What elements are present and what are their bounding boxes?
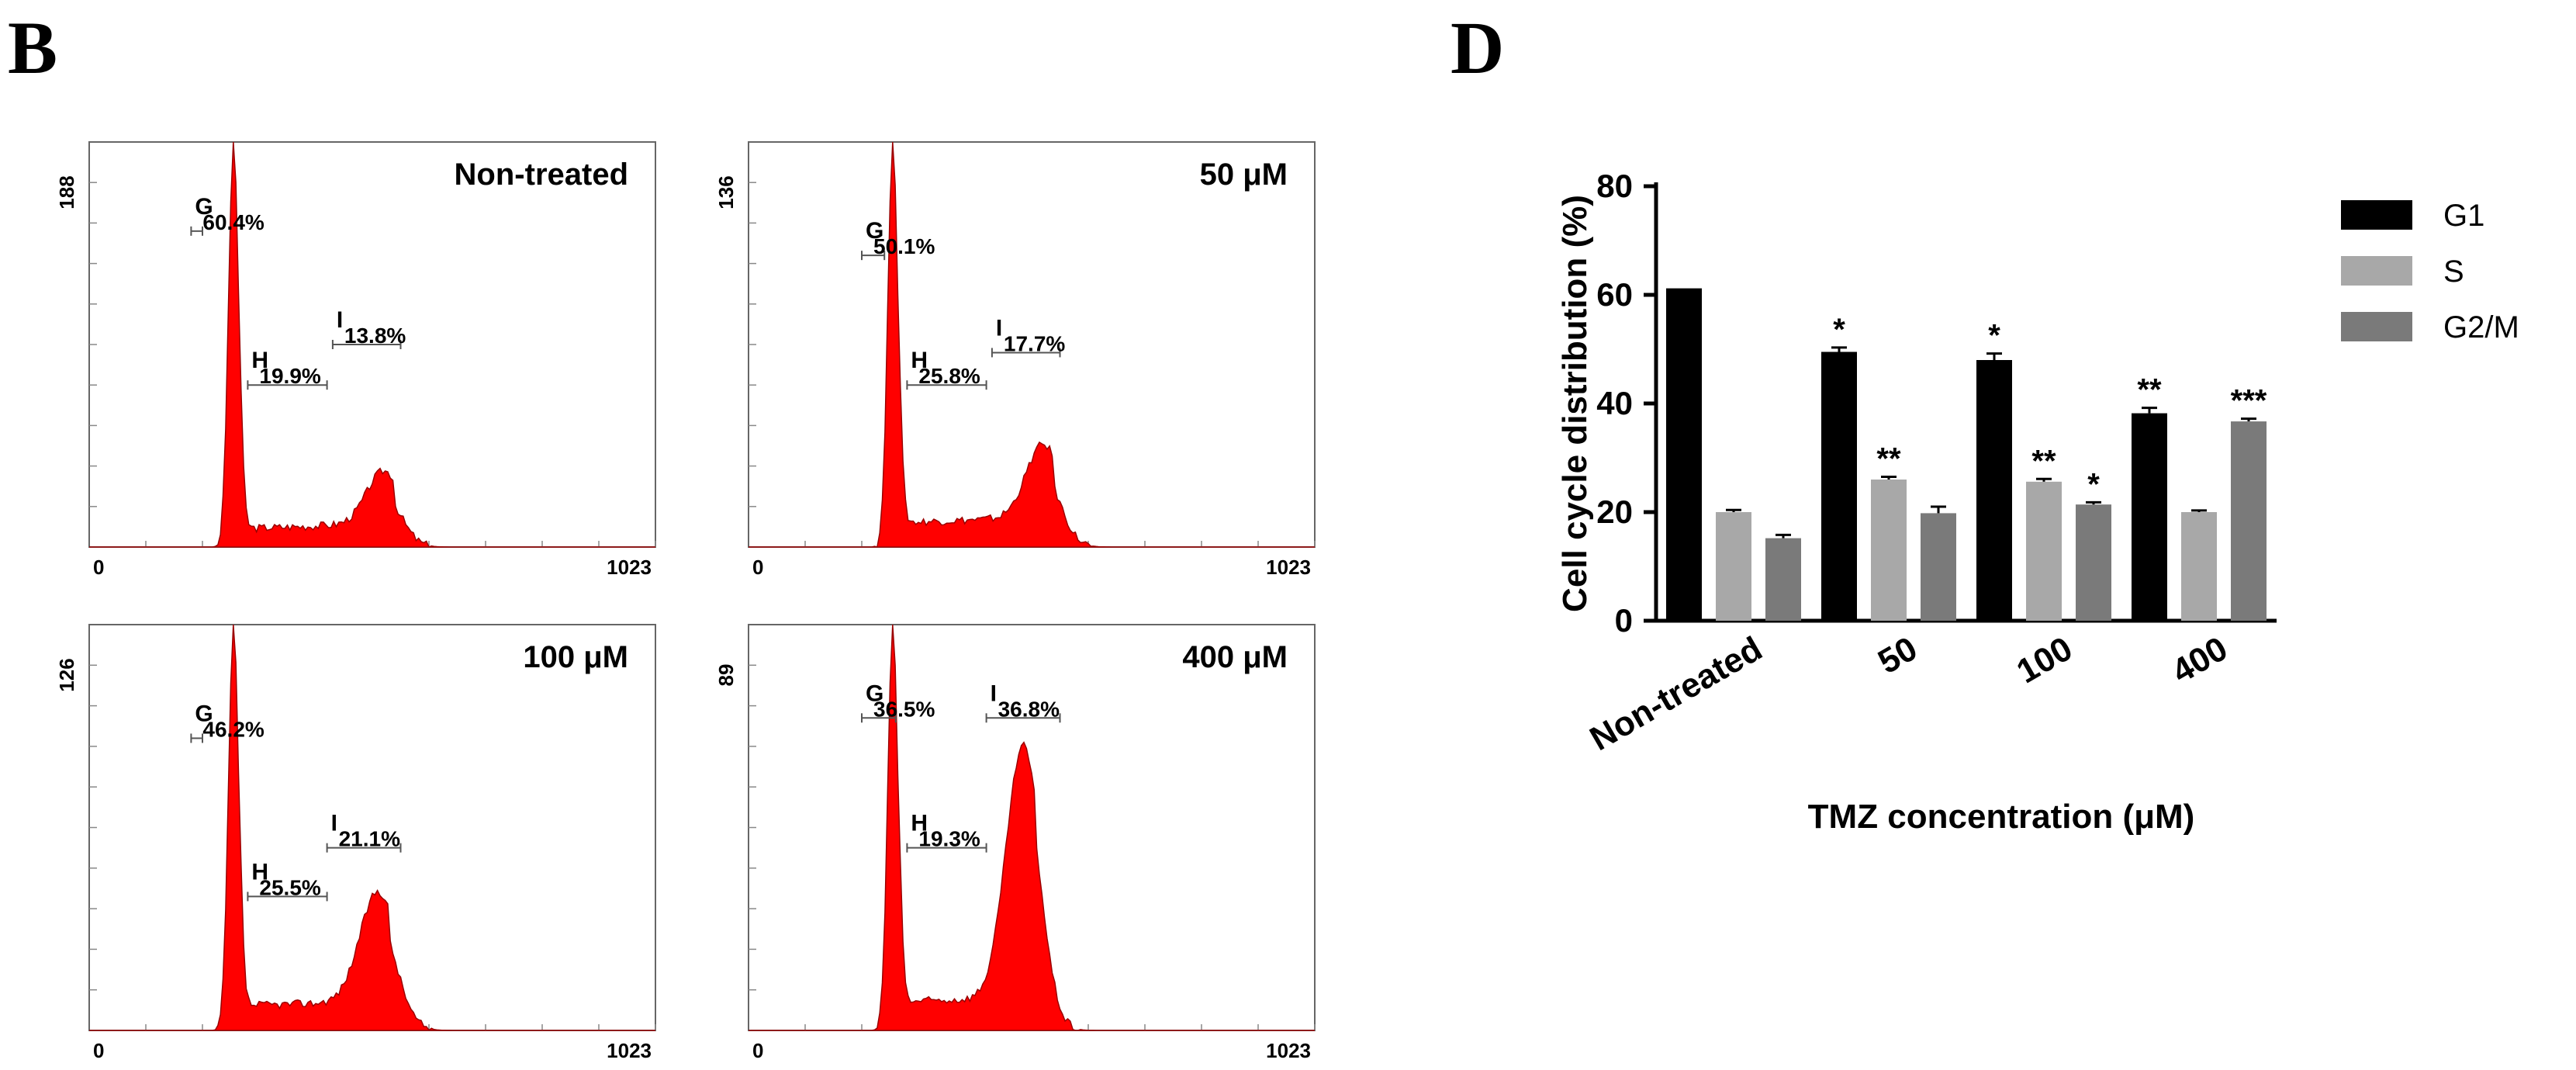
gate-name: I [996, 315, 1002, 341]
gate-name: H [911, 348, 928, 373]
gate-percent: 19.3% [918, 827, 980, 851]
legend-swatch [2341, 312, 2412, 341]
gate-percent: 13.8% [344, 324, 406, 348]
gate-name: H [251, 348, 268, 373]
significance-marker: ** [2031, 444, 2056, 478]
histogram-panel-3: 100 μM 126 0 1023 G46.2% H25.5% I21.1% [55, 624, 656, 1062]
histogram-area [89, 624, 655, 1031]
histogram-panel-2: 50 μM 136 0 1023 G50.1% H25.8% I17.7% [714, 141, 1316, 579]
gate-name: I [991, 680, 997, 706]
y-tick-label: 60 [1596, 276, 1633, 313]
category-label: Non-treated [1584, 629, 1769, 758]
x-max-label: 1023 [607, 556, 652, 579]
gate-name: H [911, 811, 928, 836]
y-tick-label: 80 [1596, 168, 1633, 204]
significance-marker: * [1988, 319, 2000, 353]
y-max-label: 89 [714, 664, 738, 687]
histogram-area [749, 624, 1315, 1031]
histogram-panel-4: 400 μM 89 0 1023 G36.5% H19.3% I36.8% [714, 624, 1316, 1062]
category-label: 50 [1872, 629, 1924, 681]
y-tick-label: 40 [1596, 385, 1633, 421]
bar-s [1871, 480, 1907, 621]
significance-marker: *** [2231, 384, 2267, 418]
bar-g2m [2231, 421, 2267, 621]
bar-s [1716, 512, 1751, 621]
bar-g1 [2132, 413, 2167, 621]
gate-percent: 36.5% [873, 697, 935, 721]
x-min-label: 0 [93, 1039, 104, 1062]
x-max-label: 1023 [1266, 1039, 1311, 1062]
gate-name: G [195, 194, 213, 220]
histogram-area [89, 141, 655, 548]
significance-marker: ** [2137, 373, 2162, 407]
y-max-label: 188 [55, 175, 78, 209]
gate-percent: 25.5% [259, 875, 320, 899]
legend-swatch [2341, 200, 2412, 230]
y-tick-label: 20 [1596, 493, 1633, 530]
legend-label: G2/M [2443, 310, 2519, 345]
legend: G1 S G2/M [2341, 199, 2519, 345]
histogram-panel-1: Non-treated 188 0 1023 G60.4% H19.9% I13.8% [55, 141, 656, 579]
legend-label: G1 [2443, 199, 2484, 233]
gate-name: H [251, 859, 268, 885]
gate-percent: 21.1% [339, 827, 400, 851]
legend-swatch [2341, 256, 2412, 286]
histogram-condition-label: Non-treated [455, 158, 628, 192]
histogram-area [749, 141, 1315, 548]
histogram-condition-label: 50 μM [1200, 158, 1288, 192]
bar-g1 [1976, 360, 2012, 621]
category-label: 100 [2011, 629, 2079, 691]
bar-g2m [1921, 513, 1956, 621]
bar-g1 [1666, 288, 1702, 621]
gate-name: G [866, 218, 883, 244]
x-min-label: 0 [752, 1039, 763, 1062]
significance-marker: * [2087, 467, 2100, 501]
bar-s [2026, 481, 2062, 621]
gate-name: I [337, 307, 343, 333]
x-min-label: 0 [752, 556, 763, 579]
significance-marker: * [1833, 313, 1845, 347]
gate-percent: 17.7% [1004, 331, 1065, 355]
y-max-label: 126 [55, 658, 78, 691]
histogram-condition-label: 100 μM [523, 640, 628, 674]
gate-percent: 36.8% [998, 697, 1060, 721]
gate-percent: 60.4% [202, 210, 264, 234]
x-max-label: 1023 [607, 1039, 652, 1062]
gate-percent: 46.2% [202, 717, 264, 741]
significance-marker: ** [1876, 442, 1901, 476]
y-max-label: 136 [714, 175, 738, 209]
gate-name: G [866, 680, 883, 706]
gate-percent: 25.8% [918, 364, 980, 388]
gate-percent: 50.1% [873, 234, 935, 258]
y-axis-label: Cell cycle distribution (%) [1556, 195, 1594, 612]
y-tick-label: 0 [1615, 602, 1633, 639]
bar-g1 [1821, 351, 1857, 621]
x-min-label: 0 [93, 556, 104, 579]
panel-letter-d: D [1451, 6, 1505, 89]
gate-name: I [331, 811, 337, 836]
legend-label: S [2443, 255, 2464, 289]
bar-g2m [2076, 504, 2111, 621]
x-max-label: 1023 [1266, 556, 1311, 579]
x-axis-label: TMZ concentration (μM) [1808, 798, 2195, 836]
histogram-condition-label: 400 μM [1182, 640, 1288, 674]
category-label: 400 [2166, 629, 2234, 691]
bar-g2m [1765, 538, 1801, 621]
bar-s [2181, 512, 2217, 621]
panel-letter-b: B [8, 6, 58, 89]
gate-percent: 19.9% [259, 364, 320, 388]
gate-name: G [195, 701, 213, 726]
